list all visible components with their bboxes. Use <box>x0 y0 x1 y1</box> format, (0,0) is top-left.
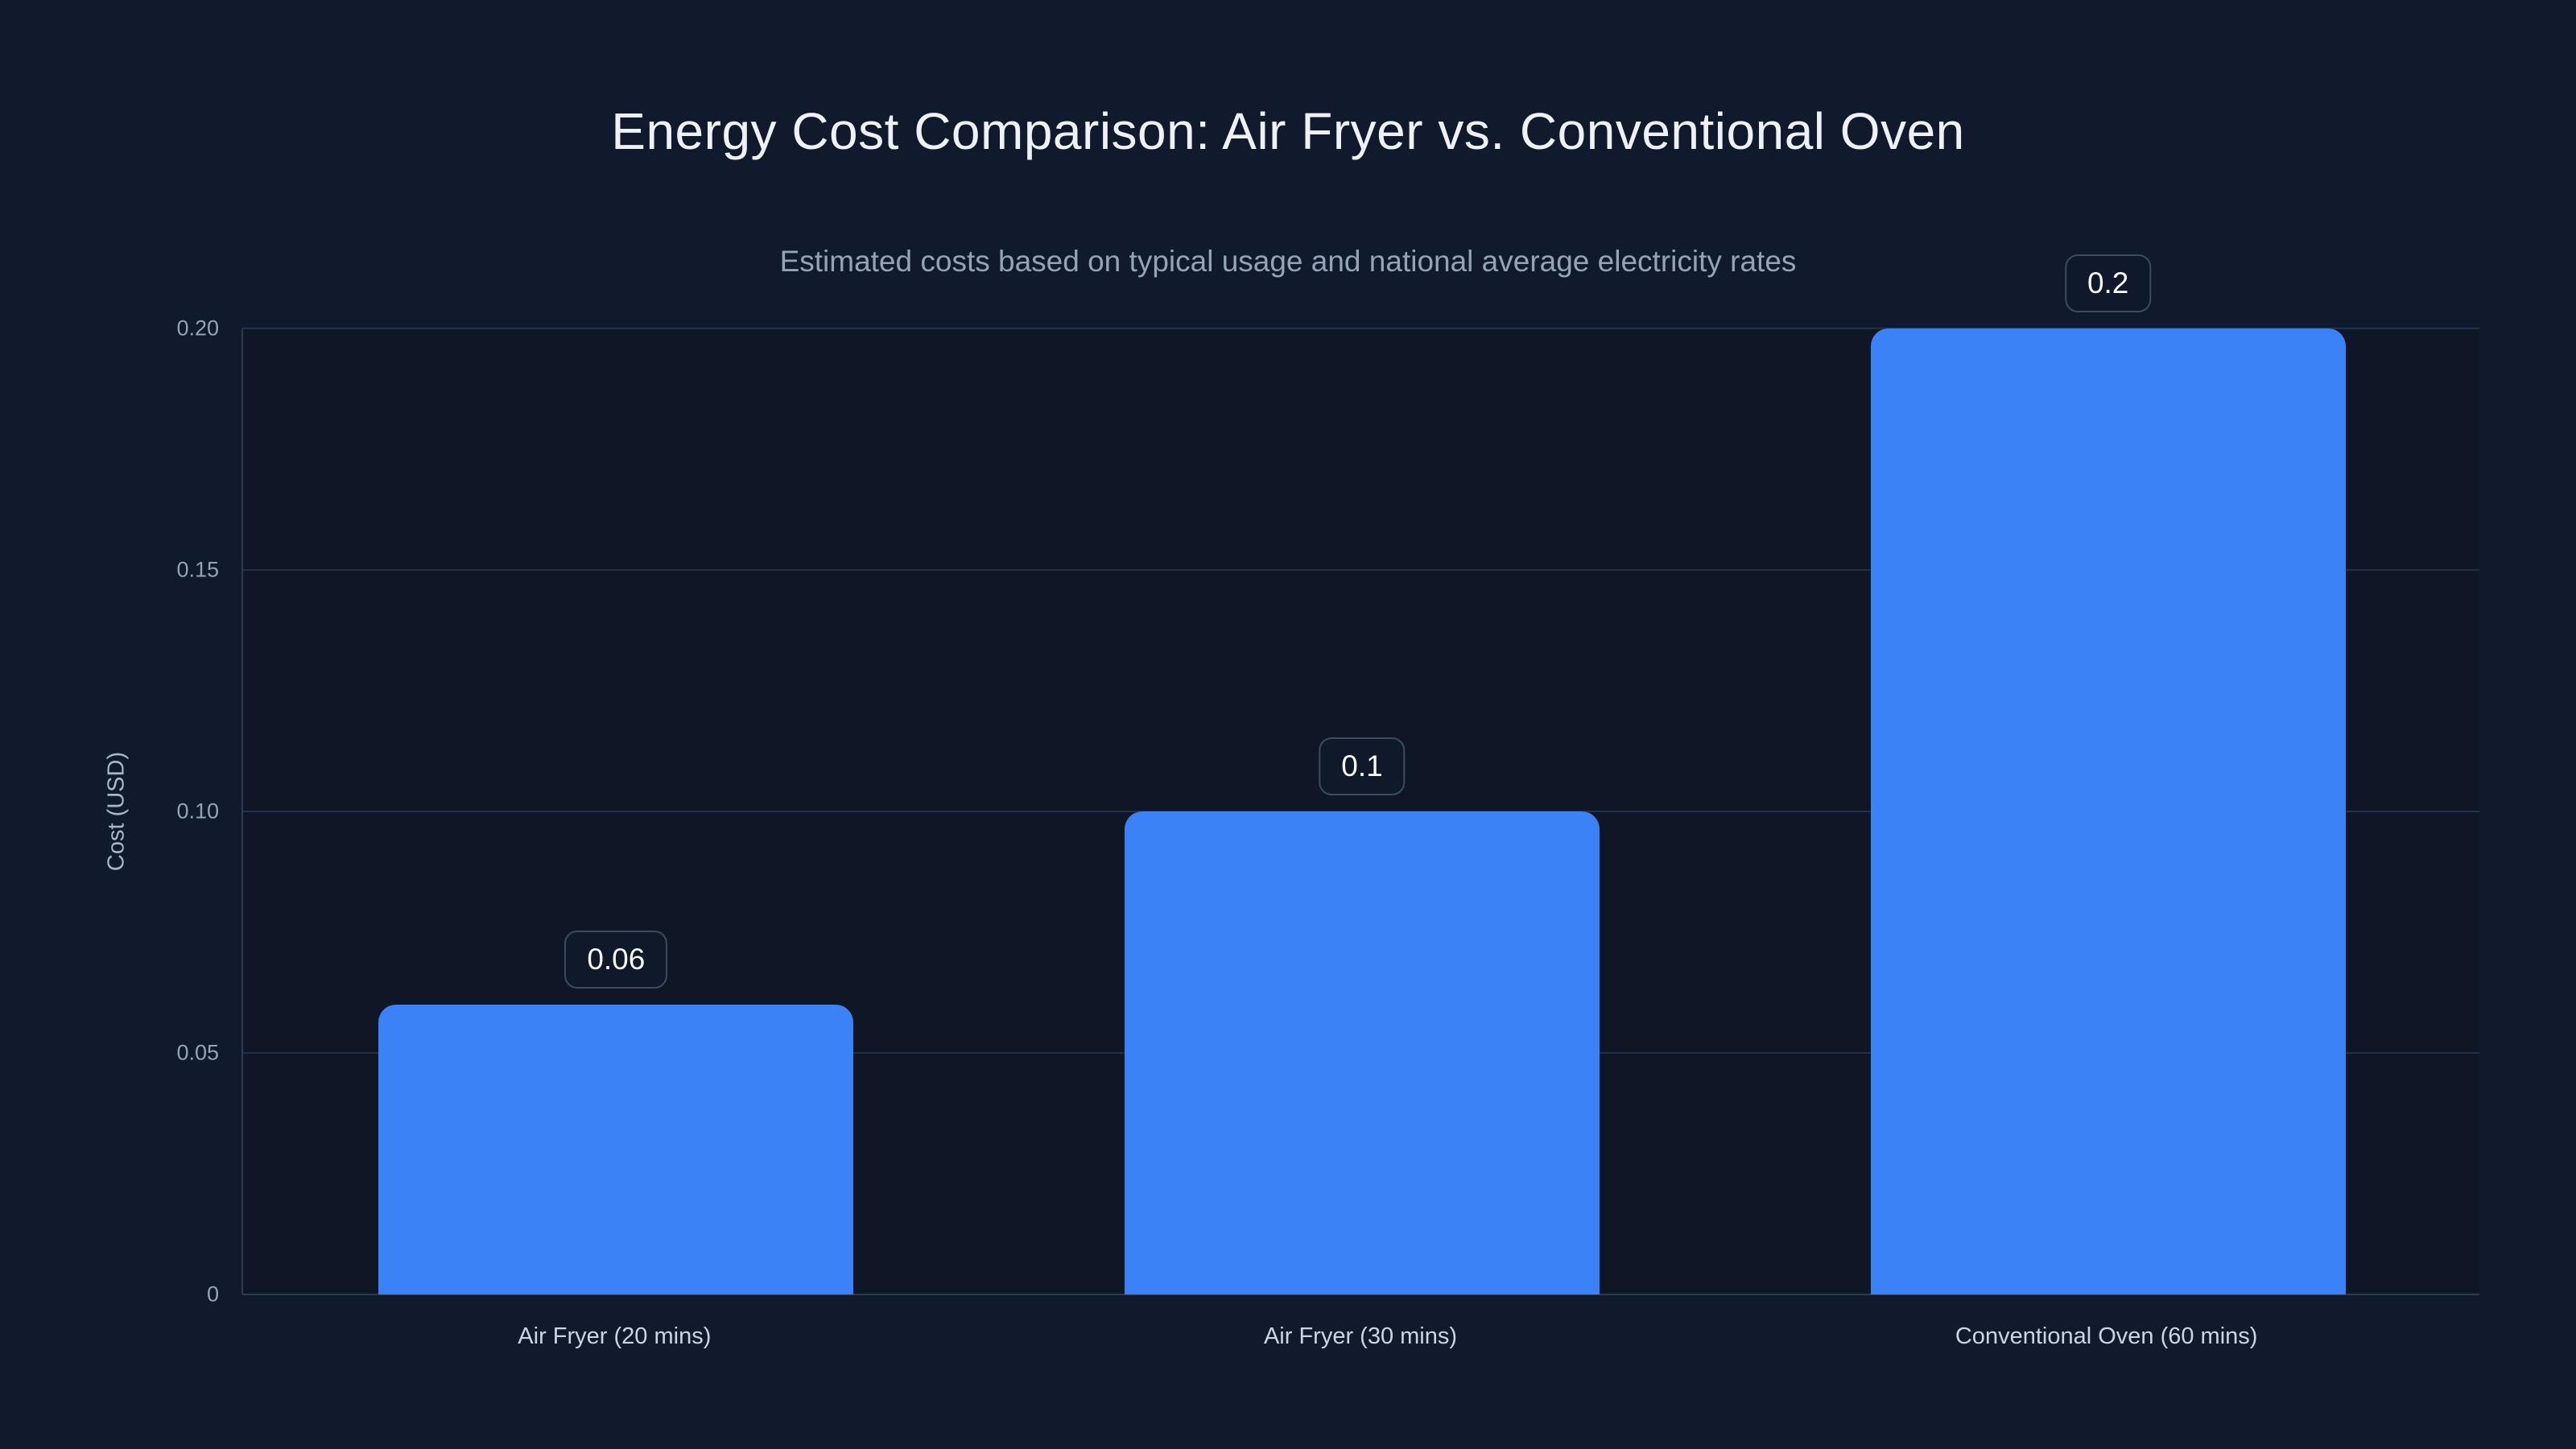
bar <box>1870 328 2346 1294</box>
y-tick-label: 0.05 <box>176 1040 219 1065</box>
y-tick-label: 0.20 <box>176 316 219 341</box>
y-tick-label: 0.15 <box>176 557 219 582</box>
bar-value-badge: 0.2 <box>2064 254 2152 312</box>
gridline <box>243 1294 2479 1295</box>
chart-title: Energy Cost Comparison: Air Fryer vs. Co… <box>611 102 1965 160</box>
y-tick-label: 0 <box>206 1282 219 1307</box>
y-tick-label: 0.10 <box>176 799 219 824</box>
x-tick-label: Air Fryer (20 mins) <box>518 1323 712 1349</box>
bar <box>1125 811 1600 1294</box>
bar-value-badge: 0.06 <box>564 931 668 989</box>
bar-value-badge: 0.1 <box>1319 737 1406 795</box>
chart-subtitle: Estimated costs based on typical usage a… <box>779 245 1797 278</box>
gridline <box>243 569 2479 571</box>
x-tick-label: Air Fryer (30 mins) <box>1263 1323 1458 1349</box>
gridline <box>243 328 2479 329</box>
plot-area: 0.06 0.1 0.2 <box>242 254 2479 1295</box>
x-tick-label: Conventional Oven (60 mins) <box>1955 1323 2258 1349</box>
bar <box>378 1005 854 1294</box>
